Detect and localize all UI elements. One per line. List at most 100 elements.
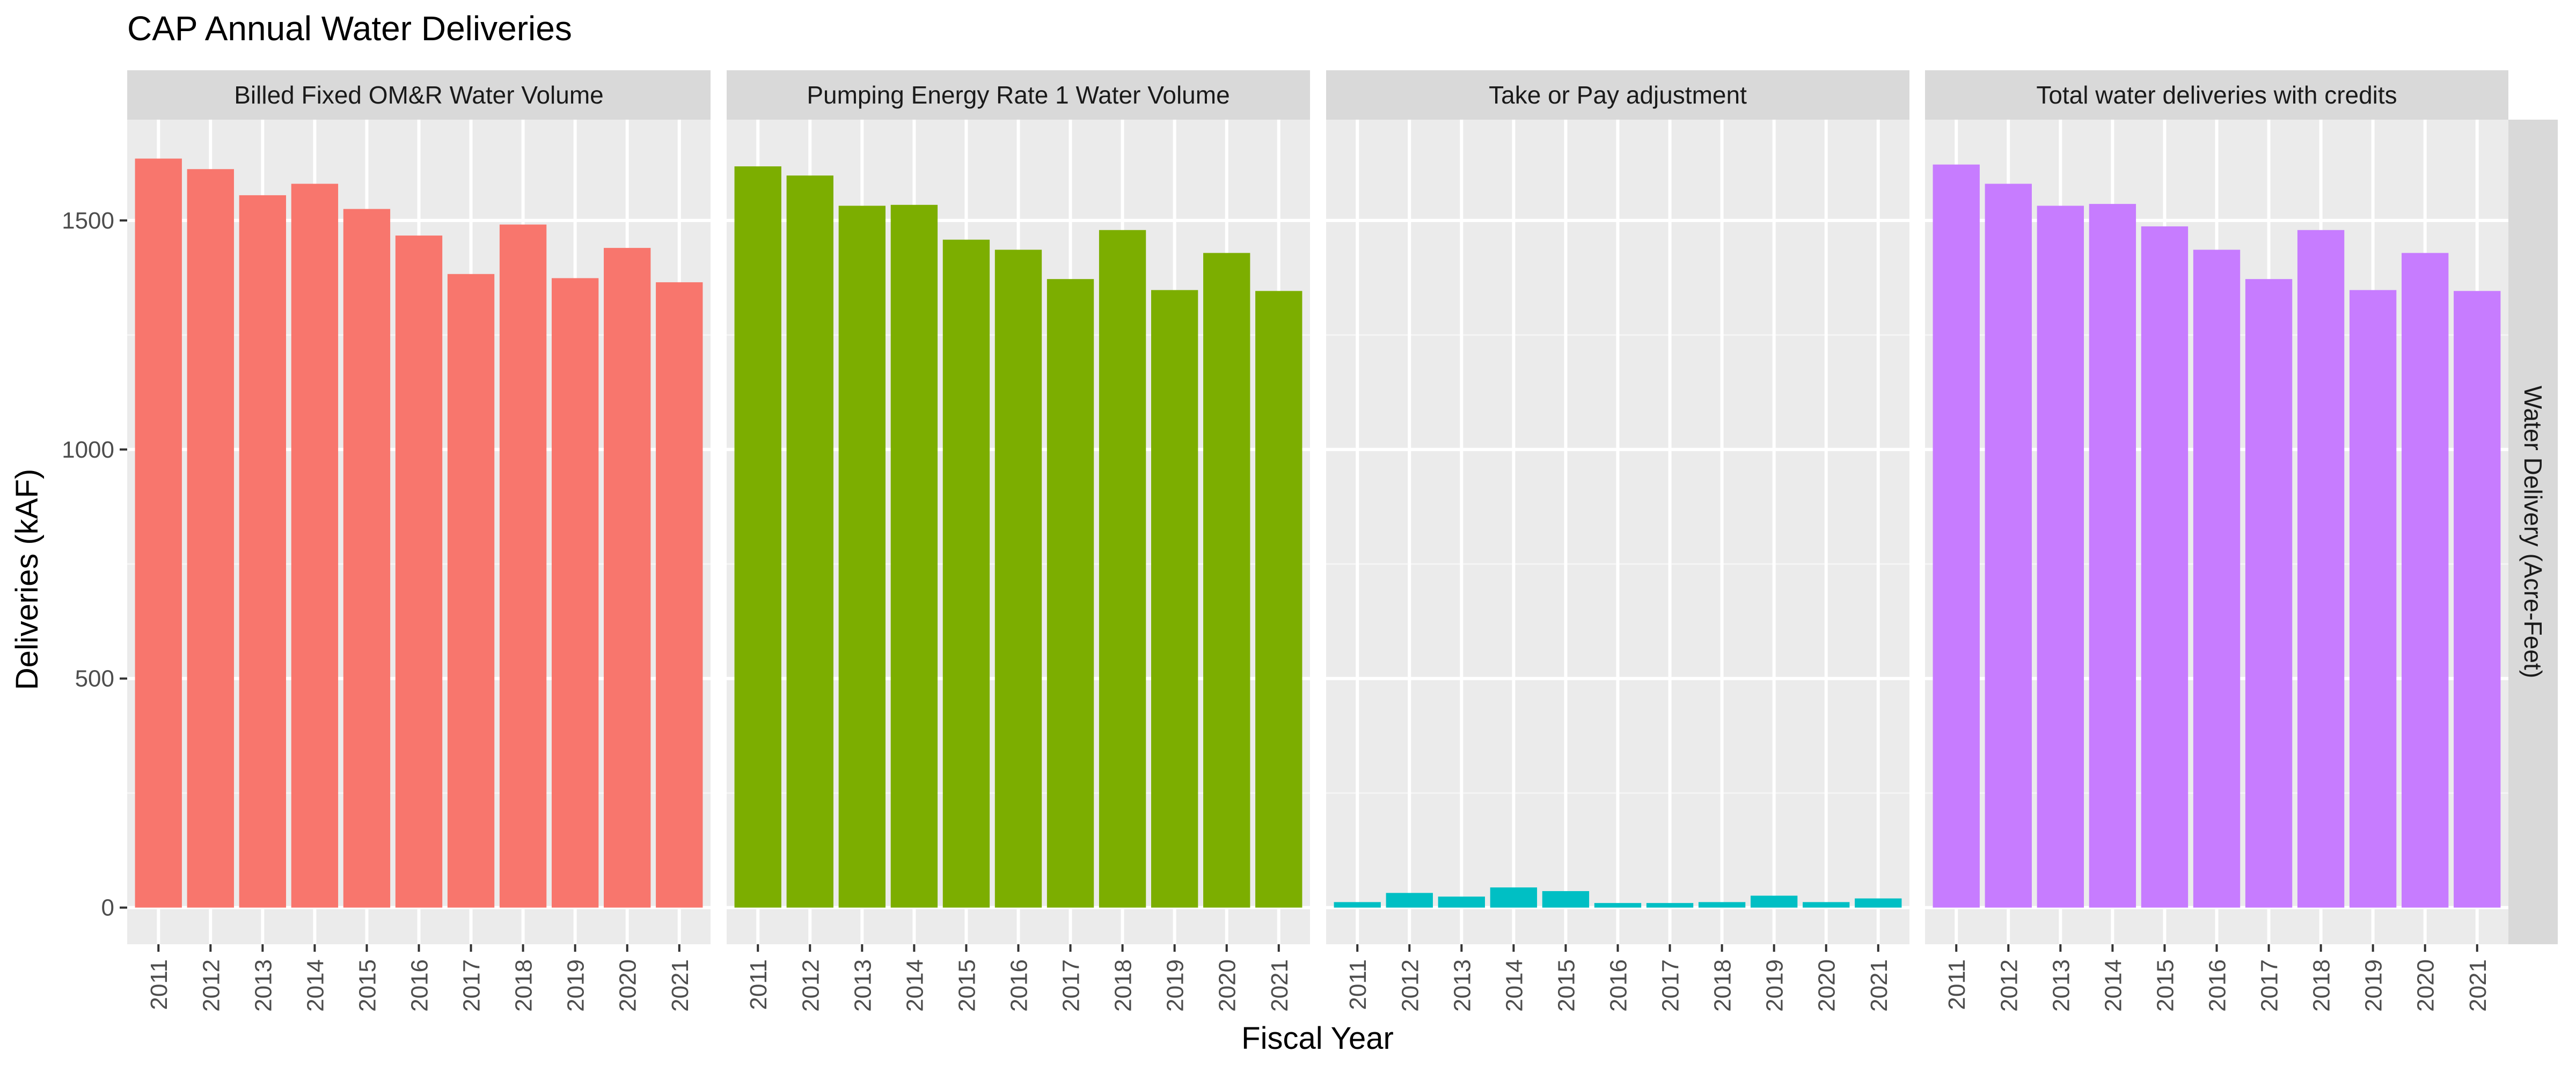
bar <box>1594 903 1642 908</box>
y-tick-label: 1500 <box>62 208 114 234</box>
bar <box>1334 902 1381 908</box>
facet-panel: Take or Pay adjustment 2011 2012 2013 2014 20… <box>1326 70 1909 1012</box>
bar <box>1542 891 1590 908</box>
x-tick-label: 2017 <box>1658 959 1684 1012</box>
x-tick-label: 2013 <box>1449 959 1475 1012</box>
facet-strip <box>1326 70 1909 120</box>
bar <box>994 249 1042 908</box>
bar <box>1855 898 1902 908</box>
x-tick-label: 2014 <box>2100 959 2126 1012</box>
x-tick-label: 2020 <box>615 959 641 1012</box>
x-tick-label: 2013 <box>850 959 876 1012</box>
bar <box>291 183 339 908</box>
x-tick-label: 2019 <box>1762 959 1788 1012</box>
x-tick-label: 2015 <box>954 959 980 1012</box>
x-tick-label: 2016 <box>1606 959 1632 1012</box>
facet-strip <box>127 70 711 120</box>
x-tick-label: 2015 <box>354 959 380 1012</box>
x-tick-label: 2012 <box>1397 959 1423 1012</box>
x-tick-label: 2013 <box>250 959 276 1012</box>
facet-strip <box>727 70 1310 120</box>
x-tick-label: 2019 <box>563 959 589 1012</box>
bar <box>447 274 495 908</box>
x-tick-label: 2012 <box>797 959 824 1012</box>
bar <box>942 239 990 908</box>
y-tick-label: 1000 <box>62 437 114 463</box>
facet-panel: Pumping Energy Rate 1 Water Volume 2011 20… <box>727 70 1310 1012</box>
y-tick-label: 0 <box>101 895 114 921</box>
x-tick-label: 2011 <box>146 959 172 1010</box>
x-tick-label: 2021 <box>2465 959 2491 1012</box>
bar <box>1698 902 1746 908</box>
facet-panel: Billed Fixed OM&R Water Volume 2011 2012 20… <box>127 70 711 1012</box>
x-tick-label: 2016 <box>407 959 433 1012</box>
x-tick-label: 2013 <box>2048 959 2074 1012</box>
bar <box>1490 887 1538 908</box>
bar <box>786 175 833 908</box>
x-tick-label: 2018 <box>2309 959 2335 1012</box>
x-tick-label: 2014 <box>902 959 928 1012</box>
x-tick-label: 2018 <box>511 959 537 1012</box>
right-strip-label: Water Delivery (Acre-Feet) <box>2519 386 2547 678</box>
bar <box>499 224 547 908</box>
bar <box>890 204 938 908</box>
bar <box>656 282 703 908</box>
facet-strip-label: Pumping Energy Rate 1 Water Volume <box>807 81 1230 109</box>
bar <box>2297 230 2345 908</box>
bar <box>2037 205 2084 908</box>
bar <box>1803 902 1850 908</box>
x-tick-label: 2021 <box>1267 959 1293 1012</box>
x-tick-label: 2011 <box>1345 959 1371 1010</box>
facet-strip-label: Billed Fixed OM&R Water Volume <box>234 81 604 109</box>
bar <box>1046 279 1094 908</box>
facet-panel: Total water deliveries with credits 2011 2… <box>1925 70 2508 1012</box>
x-tick-label: 2020 <box>1214 959 1241 1012</box>
x-tick-label: 2011 <box>1944 959 1970 1010</box>
bar <box>1750 895 1798 908</box>
bar <box>1646 903 1694 908</box>
bar <box>1099 230 1146 908</box>
bar <box>395 236 443 908</box>
bar <box>734 166 781 908</box>
bar <box>2402 253 2449 908</box>
x-axis-label: Fiscal Year <box>1241 1021 1394 1056</box>
chart-title: CAP Annual Water Deliveries <box>127 9 572 48</box>
bar <box>1255 291 1302 908</box>
y-axis: 0 500 1000 1500 <box>62 208 127 921</box>
bar <box>343 209 391 908</box>
bar <box>2454 291 2501 908</box>
x-tick-label: 2019 <box>2361 959 2387 1012</box>
bar <box>1438 896 1485 908</box>
facet-strip <box>1925 70 2508 120</box>
x-tick-label: 2015 <box>1553 959 1579 1012</box>
x-tick-label: 2018 <box>1710 959 1736 1012</box>
bar <box>2193 249 2241 908</box>
x-tick-label: 2017 <box>1058 959 1085 1012</box>
x-tick-label: 2017 <box>2257 959 2283 1012</box>
x-tick-label: 2016 <box>2205 959 2231 1012</box>
x-tick-label: 2015 <box>2152 959 2178 1012</box>
bar <box>1151 290 1198 908</box>
facet-panels: Billed Fixed OM&R Water Volume 2011 2012 20… <box>127 70 2508 1012</box>
x-tick-label: 2012 <box>198 959 224 1012</box>
bar <box>2245 279 2293 908</box>
y-axis-label: Deliveries (kAF) <box>10 469 45 690</box>
x-tick-label: 2020 <box>1814 959 1840 1012</box>
x-tick-label: 2014 <box>302 959 328 1012</box>
x-tick-label: 2011 <box>745 959 772 1010</box>
bar <box>135 158 182 908</box>
bar <box>2349 290 2397 908</box>
bar <box>187 169 234 908</box>
x-tick-label: 2012 <box>1996 959 2022 1012</box>
x-tick-label: 2018 <box>1110 959 1137 1012</box>
facet-strip-label: Total water deliveries with credits <box>2036 81 2397 109</box>
bar <box>239 195 287 908</box>
x-tick-label: 2021 <box>667 959 693 1012</box>
bar <box>551 278 599 908</box>
facet-strip-label: Take or Pay adjustment <box>1489 81 1747 109</box>
x-tick-label: 2014 <box>1501 959 1527 1012</box>
bar <box>1386 893 1433 908</box>
bar <box>2141 226 2189 908</box>
x-tick-label: 2016 <box>1006 959 1033 1012</box>
